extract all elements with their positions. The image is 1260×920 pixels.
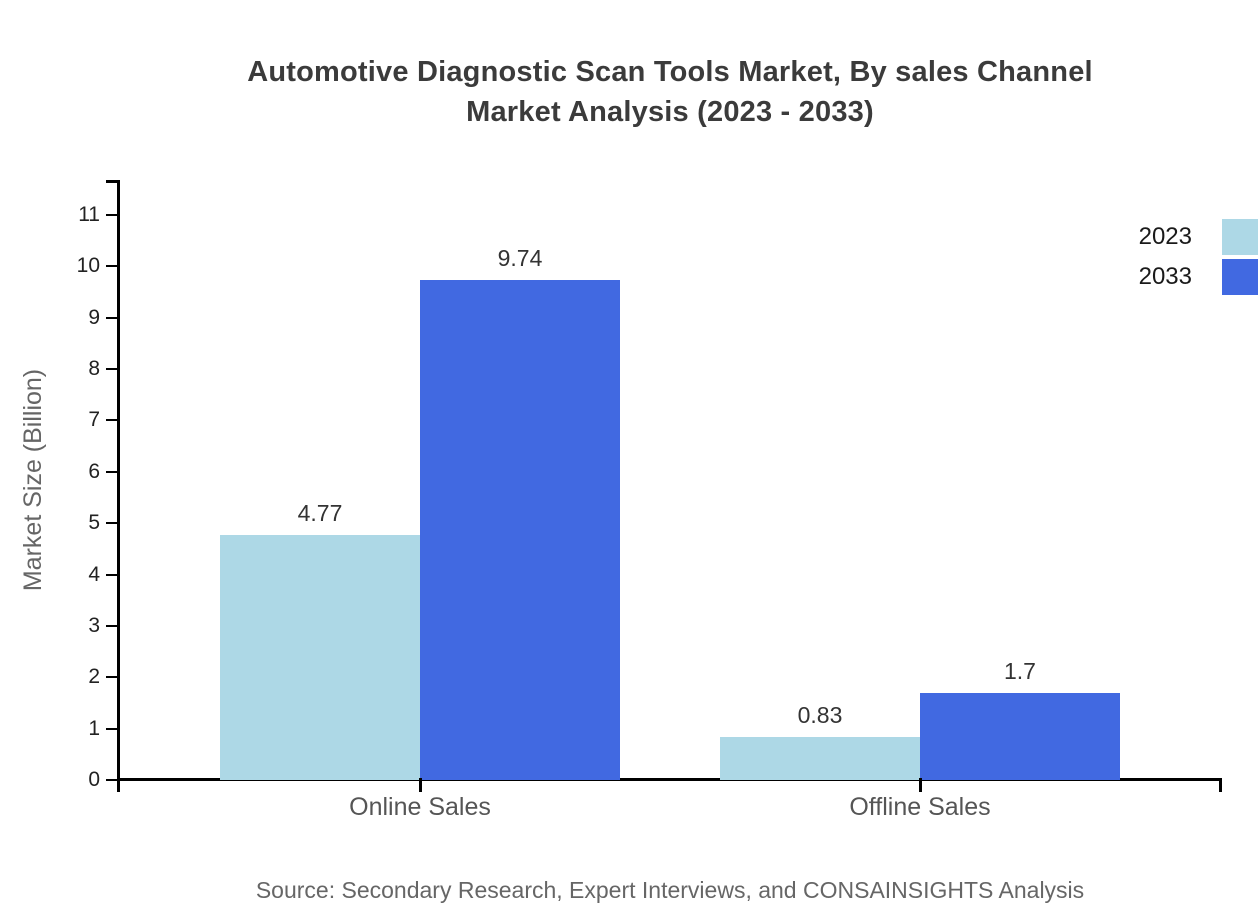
x-category-label: Offline Sales: [849, 793, 991, 821]
y-tick-label: 6: [88, 459, 100, 483]
y-tick-label: 5: [88, 511, 100, 535]
y-tick-mark: [106, 265, 118, 268]
y-tick-mark: [106, 368, 118, 371]
legend-swatch-2023: [1222, 219, 1258, 255]
y-tick-label: 9: [88, 305, 100, 329]
y-tick-label: 0: [88, 768, 100, 791]
y-tick-mark: [106, 522, 118, 525]
y-tick-mark: [106, 727, 118, 730]
bar-2033-online-sales: [420, 279, 620, 780]
x-tick-mark: [419, 778, 422, 792]
y-tick-label: 4: [88, 562, 100, 586]
y-tick-mark: [106, 419, 118, 422]
legend-item-2023: 2023: [1139, 219, 1258, 255]
y-tick-label: 11: [78, 203, 100, 227]
y-tick-mark: [106, 624, 118, 627]
legend: 2023 2033: [1139, 219, 1258, 295]
y-tick-label: 10: [76, 254, 100, 278]
bar-value-label: 9.74: [497, 244, 543, 271]
chart-title-line2: Market Analysis (2023 - 2033): [466, 96, 874, 128]
legend-swatch-2033: [1222, 259, 1258, 295]
y-tick-mark: [106, 214, 118, 217]
y-tick-label: 1: [88, 716, 100, 740]
bar-2023-online-sales: [220, 535, 420, 780]
y-tick-label: 8: [88, 357, 100, 381]
y-tick-mark: [106, 316, 118, 319]
y-tick-mark: [106, 470, 118, 473]
bar-value-label: 4.77: [297, 500, 343, 526]
bar-value-label: 1.7: [1004, 657, 1036, 684]
source-note: Source: Secondary Research, Expert Inter…: [255, 877, 1085, 903]
bar-2033-offline-sales: [920, 692, 1120, 780]
legend-label: 2023: [1138, 223, 1192, 250]
x-axis-line: [117, 778, 1222, 781]
chart-title-line1: Automotive Diagnostic Scan Tools Market,…: [247, 56, 1093, 88]
y-tick-mark: [106, 676, 118, 679]
x-axis-right-cap: [1219, 778, 1222, 792]
y-axis-line: [117, 180, 120, 792]
x-tick-mark: [919, 778, 922, 792]
legend-item-2033: 2033: [1139, 259, 1258, 295]
chart-title: Automotive Diagnostic Scan Tools Market,…: [80, 52, 1260, 132]
y-tick-mark: [106, 779, 118, 781]
y-tick-label: 3: [88, 613, 100, 637]
bar-2023-offline-sales: [720, 737, 920, 780]
y-tick-label: 7: [88, 408, 100, 432]
y-axis-top-cap: [106, 180, 120, 183]
bar-value-label: 0.83: [797, 702, 843, 729]
legend-label: 2033: [1138, 263, 1192, 290]
y-tick-label: 2: [88, 665, 100, 689]
y-tick-mark: [106, 573, 118, 576]
x-category-label: Online Sales: [349, 793, 491, 821]
